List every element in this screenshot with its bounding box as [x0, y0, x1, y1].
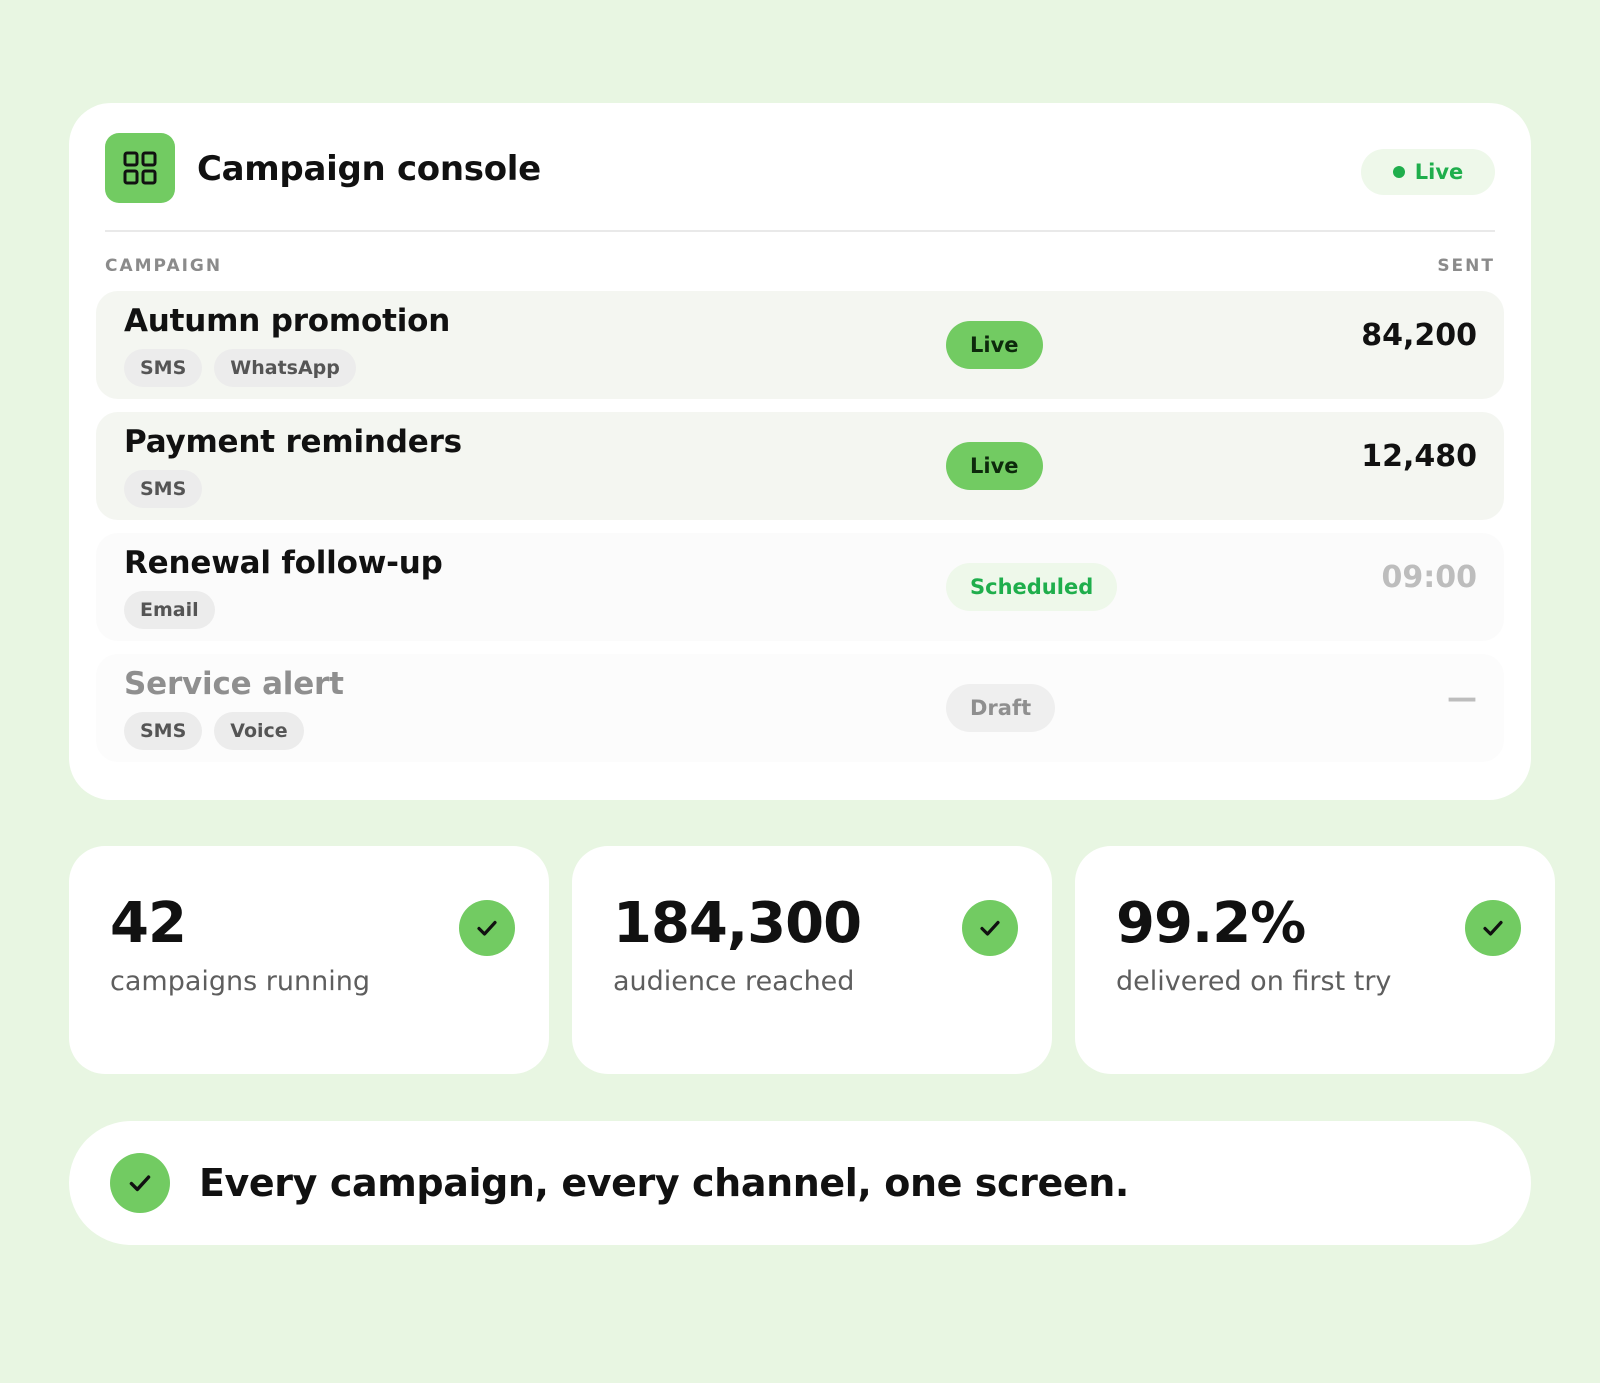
channel-chip: SMS — [124, 349, 203, 387]
console-header: Campaign console Live — [105, 133, 1495, 203]
campaign-row[interactable]: Autumn promotion SMS WhatsApp Live 84,20… — [96, 291, 1504, 399]
check-icon — [1465, 900, 1521, 956]
stat-card-delivery: 99.2% delivered on first try — [1075, 846, 1555, 1074]
channel-chip: WhatsApp — [214, 349, 356, 387]
channel-chip: Voice — [214, 712, 304, 750]
stat-card-audience: 184,300 audience reached — [572, 846, 1052, 1074]
campaign-row[interactable]: Renewal follow-up Email Scheduled 09:00 — [96, 533, 1504, 641]
channel-chips: Email — [124, 591, 215, 629]
column-header-sent: SENT — [1437, 256, 1495, 276]
stat-label: campaigns running — [110, 966, 370, 997]
summary-banner: Every campaign, every channel, one scree… — [69, 1121, 1531, 1245]
banner-text: Every campaign, every channel, one scree… — [199, 1161, 1129, 1205]
check-icon — [962, 900, 1018, 956]
campaign-name: Payment reminders — [124, 424, 462, 460]
live-status-badge: Live — [1361, 149, 1495, 195]
stat-value: 184,300 — [613, 891, 862, 956]
stat-card-campaigns: 42 campaigns running — [69, 846, 549, 1074]
live-status-label: Live — [1414, 160, 1464, 184]
page-title: Campaign console — [197, 149, 541, 189]
channel-chips: SMS WhatsApp — [124, 349, 356, 387]
campaign-name: Autumn promotion — [124, 303, 451, 339]
check-icon — [110, 1153, 170, 1213]
status-badge: Live — [946, 442, 1043, 490]
channel-chip: Email — [124, 591, 215, 629]
stat-value: 42 — [110, 891, 187, 956]
status-badge: Live — [946, 321, 1043, 369]
channel-chips: SMS Voice — [124, 712, 304, 750]
stat-label: delivered on first try — [1116, 966, 1392, 997]
status-badge: Draft — [946, 684, 1056, 732]
channel-chip: SMS — [124, 712, 203, 750]
campaign-row[interactable]: Payment reminders SMS Live 12,480 — [96, 412, 1504, 520]
sent-count: — — [1447, 681, 1477, 716]
channel-chips: SMS — [124, 470, 203, 508]
stat-value: 99.2% — [1116, 891, 1306, 956]
campaign-name: Service alert — [124, 666, 344, 702]
stat-label: audience reached — [613, 966, 855, 997]
campaign-name: Renewal follow-up — [124, 545, 443, 581]
sent-count: 12,480 — [1361, 439, 1477, 474]
column-header-campaign: CAMPAIGN — [105, 256, 223, 276]
channel-chip: SMS — [124, 470, 203, 508]
scheduled-time: 09:00 — [1381, 560, 1478, 595]
campaign-row[interactable]: Service alert SMS Voice Draft — — [96, 654, 1504, 762]
check-icon — [459, 900, 515, 956]
live-dot-icon — [1392, 166, 1405, 178]
campaign-console-card: Campaign console Live CAMPAIGN SENT Autu… — [69, 103, 1531, 800]
sent-count: 84,200 — [1361, 318, 1477, 353]
header-divider — [105, 230, 1495, 232]
grid-icon[interactable] — [105, 133, 175, 203]
status-badge: Scheduled — [946, 563, 1118, 611]
